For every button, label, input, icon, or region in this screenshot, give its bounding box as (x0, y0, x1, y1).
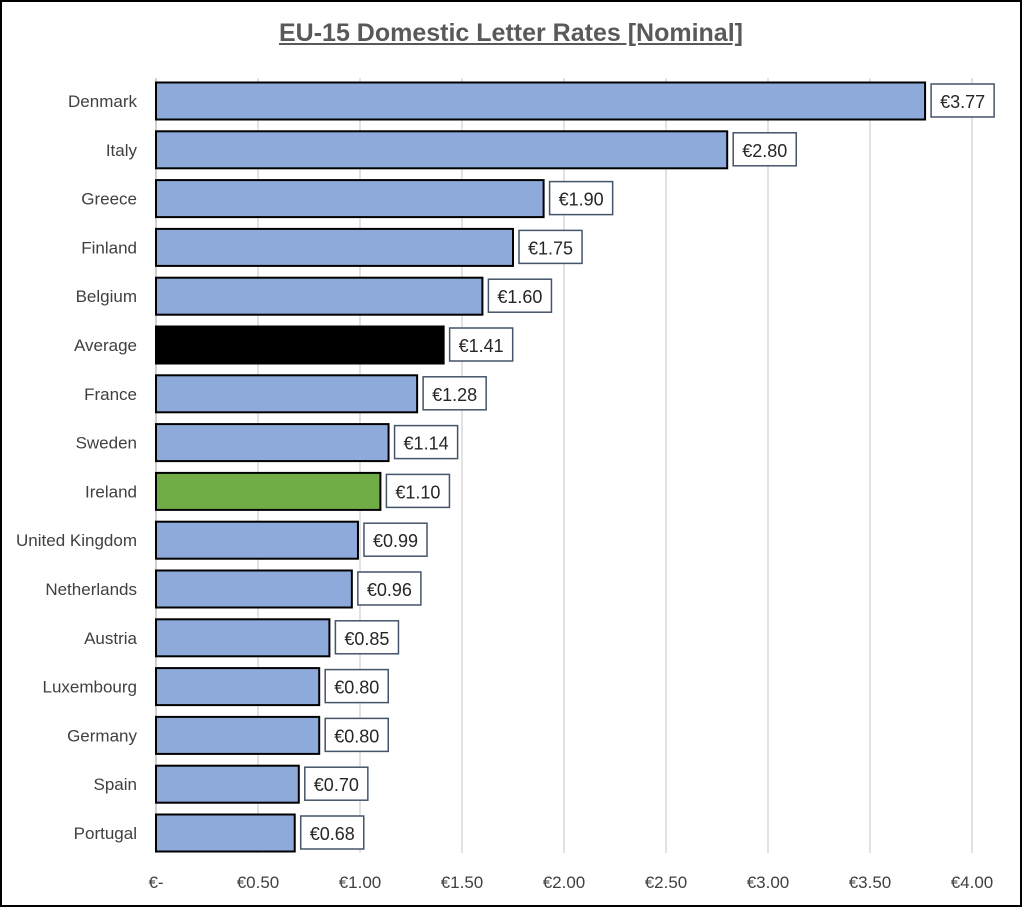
data-label-box (422, 376, 487, 411)
x-tick-label: €2.50 (645, 873, 688, 892)
data-label: €1.75 (518, 229, 583, 265)
bar-italy (155, 130, 729, 170)
x-tick-label: €1.50 (441, 873, 484, 892)
data-label-text: €3.77 (940, 92, 985, 112)
data-label: €1.28 (422, 376, 487, 411)
x-tick-label: €- (148, 873, 163, 892)
bar-united-kingdom (155, 520, 359, 560)
data-label-text: €0.96 (367, 580, 412, 600)
bar-france (155, 374, 419, 414)
category-label: Ireland (85, 482, 137, 501)
bar-finland (155, 227, 514, 267)
data-label-box (324, 717, 389, 753)
category-label: Greece (81, 190, 137, 209)
data-label-box (334, 620, 400, 655)
x-axis-tick-labels: €- €0.50 €1.00 €1.50 €2.00 €2.50 €3.00 €3.50 €4.… (148, 873, 993, 892)
data-label: €0.80 (324, 717, 389, 753)
data-label-text: €0.99 (373, 531, 418, 551)
x-tick-label: €3.50 (849, 873, 892, 892)
data-label-text: €1.60 (497, 287, 542, 307)
category-label: Finland (81, 238, 137, 257)
data-label: €0.85 (334, 620, 400, 655)
bar-spain (155, 764, 300, 804)
x-tick-label: €1.00 (339, 873, 382, 892)
category-label: United Kingdom (16, 531, 137, 550)
data-label-box (487, 278, 553, 313)
x-tick-label: €3.00 (747, 873, 790, 892)
data-label: €0.96 (357, 571, 422, 606)
data-label-box (357, 571, 422, 606)
data-label-box (732, 132, 797, 167)
data-label-box (448, 327, 514, 362)
data-label: €1.10 (385, 473, 451, 509)
x-tick-label: €2.00 (543, 873, 586, 892)
data-label-text: €1.41 (459, 336, 504, 356)
category-label: Average (74, 336, 137, 355)
data-label: €1.90 (548, 180, 614, 216)
category-label: Spain (94, 775, 137, 794)
data-label-text: €1.14 (404, 434, 449, 454)
data-label: €1.14 (393, 424, 459, 460)
data-label: €3.77 (930, 83, 995, 118)
category-label: Luxembourg (42, 678, 137, 697)
bar-average (155, 325, 445, 365)
x-tick-label: €4.00 (951, 873, 994, 892)
data-label: €1.60 (487, 278, 553, 313)
data-label-text: €1.90 (559, 190, 604, 210)
data-label-text: €0.80 (334, 678, 379, 698)
data-label-box (299, 815, 365, 850)
bar-germany (155, 715, 321, 755)
data-label-box (518, 229, 583, 265)
category-label: Netherlands (45, 580, 137, 599)
bar-netherlands (155, 569, 353, 609)
category-label: Denmark (68, 92, 137, 111)
category-label: Austria (84, 629, 137, 648)
data-label-box (393, 424, 459, 460)
data-label-box (930, 83, 995, 118)
category-label: France (84, 385, 137, 404)
data-label-text: €1.75 (528, 238, 573, 258)
bar-portugal (155, 813, 296, 853)
data-label: €0.70 (304, 766, 369, 801)
data-label-text: €2.80 (742, 141, 787, 161)
data-label-box (363, 522, 428, 557)
data-label: €2.80 (732, 132, 797, 167)
bar-austria (155, 618, 331, 658)
data-label-text: €0.70 (314, 775, 359, 795)
bar-greece (155, 179, 545, 219)
category-labels: Denmark Italy Greece Finland Belgium Average F… (16, 92, 138, 843)
data-label: €0.80 (324, 668, 389, 704)
data-label-text: €0.85 (344, 629, 389, 649)
data-label-text: €1.10 (395, 482, 440, 502)
data-label-box (304, 766, 369, 801)
data-labels: €3.77 €2.80 €1.90 €1.75 €1.60 €1.41 €1.28 €1.14… (299, 83, 995, 850)
data-label-box (385, 473, 451, 509)
data-label: €0.68 (299, 815, 365, 850)
data-label-text: €0.80 (334, 726, 379, 746)
bar-denmark (155, 81, 927, 121)
data-label-text: €1.28 (432, 385, 477, 405)
bar-ireland (155, 471, 382, 511)
data-label: €1.41 (448, 327, 514, 362)
bar-sweden (155, 423, 390, 463)
chart-title: EU-15 Domestic Letter Rates [Nominal] (278, 19, 743, 47)
data-label: €0.99 (363, 522, 428, 557)
data-label-box (548, 180, 614, 216)
category-label: Portugal (74, 824, 137, 843)
data-label-box (324, 668, 389, 704)
category-label: Italy (106, 141, 138, 160)
data-label-text: €0.68 (310, 824, 355, 844)
bar-luxembourg (155, 667, 321, 707)
category-label: Sweden (76, 434, 137, 453)
bar-belgium (155, 276, 484, 316)
x-tick-label: €0.50 (237, 873, 280, 892)
bars (155, 81, 927, 853)
category-label: Germany (67, 726, 137, 745)
category-label: Belgium (76, 287, 137, 306)
